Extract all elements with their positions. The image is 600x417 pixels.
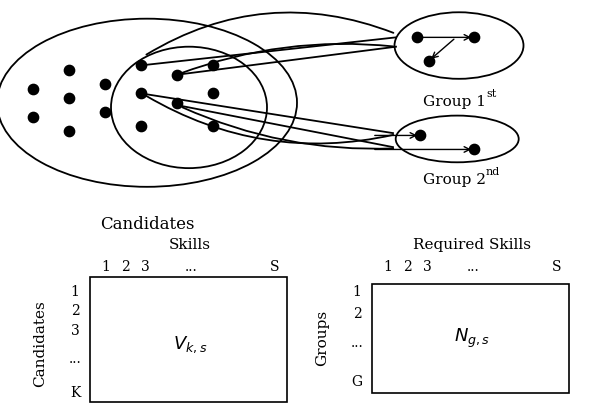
Point [424, 58, 434, 64]
Text: 2: 2 [121, 260, 130, 274]
Text: ...: ... [351, 336, 364, 350]
Text: 1: 1 [71, 285, 80, 299]
Text: 2: 2 [353, 307, 362, 321]
Text: ...: ... [69, 352, 82, 366]
Text: Group 2: Group 2 [424, 173, 487, 187]
Text: 3: 3 [424, 260, 432, 274]
Bar [373, 284, 569, 394]
Point [469, 34, 479, 41]
Text: Candidates: Candidates [33, 300, 47, 387]
Text: ...: ... [185, 260, 197, 274]
Text: Skills: Skills [169, 238, 211, 251]
Text: 3: 3 [142, 260, 150, 274]
Text: 1: 1 [353, 285, 362, 299]
Point [100, 81, 110, 88]
Point [64, 95, 74, 101]
Text: $N_{g,s}$: $N_{g,s}$ [454, 327, 490, 350]
Point [64, 128, 74, 134]
Text: K: K [70, 387, 80, 400]
Point [28, 85, 38, 92]
Point [28, 113, 38, 120]
Text: 1: 1 [383, 260, 392, 274]
Point [208, 90, 218, 97]
Point [208, 123, 218, 129]
Text: Candidates: Candidates [100, 216, 194, 233]
Point [136, 90, 146, 97]
Point [172, 99, 182, 106]
Text: 3: 3 [71, 324, 80, 338]
Point [64, 67, 74, 73]
Text: Group 1: Group 1 [424, 95, 487, 108]
Text: ...: ... [467, 260, 479, 274]
Text: Required Skills: Required Skills [413, 238, 531, 251]
Text: S: S [269, 260, 279, 274]
Point [412, 34, 422, 41]
Point [469, 146, 479, 153]
Point [415, 132, 425, 139]
Text: 2: 2 [403, 260, 412, 274]
Point [136, 62, 146, 69]
Text: 2: 2 [71, 304, 80, 318]
Bar [91, 277, 287, 402]
Text: nd: nd [486, 167, 500, 177]
Point [208, 62, 218, 69]
Point [172, 71, 182, 78]
Text: Groups: Groups [315, 310, 329, 366]
Text: $V_{k,s}$: $V_{k,s}$ [173, 335, 207, 355]
Text: 1: 1 [101, 260, 110, 274]
Text: S: S [551, 260, 561, 274]
Text: G: G [352, 375, 363, 389]
Point [100, 109, 110, 116]
Point [136, 123, 146, 129]
Text: st: st [486, 89, 496, 99]
